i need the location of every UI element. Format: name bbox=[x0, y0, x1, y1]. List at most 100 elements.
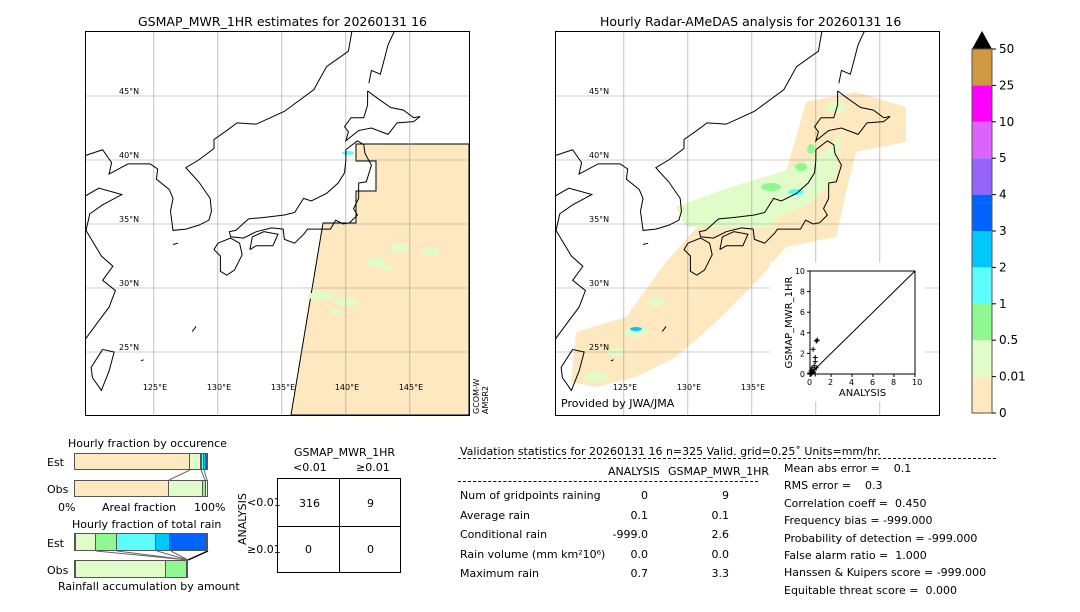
colorbar-tick-label: 0 bbox=[999, 406, 1007, 420]
rain-patch bbox=[390, 244, 410, 252]
y-tick-label: 0 bbox=[800, 370, 805, 379]
stats-col-analysis: ANALYSIS bbox=[608, 465, 660, 478]
bar-segment bbox=[76, 561, 166, 577]
stats-divider bbox=[458, 458, 996, 459]
bar-segment bbox=[202, 454, 204, 469]
y-tick-label: 6 bbox=[800, 308, 805, 317]
lat-label: 25°N bbox=[119, 343, 139, 352]
colorbar-segment bbox=[972, 340, 992, 377]
map-canvas: 45°N 40°N 35°N 30°N 25°N 125°E 130°E 135°E bbox=[556, 32, 939, 415]
colorbar-segment bbox=[972, 267, 992, 304]
contingency-col1: <0.01 bbox=[293, 461, 327, 474]
colorbar-segment bbox=[972, 303, 992, 341]
total-rain-est-label: Est bbox=[47, 537, 64, 550]
coastline bbox=[560, 348, 585, 392]
lat-label: 45°N bbox=[119, 87, 139, 96]
stats-row-est: 0.0 bbox=[711, 547, 730, 561]
colorbar-segment bbox=[972, 231, 992, 268]
bar-segment bbox=[76, 534, 97, 550]
colorbar-extend-arrow bbox=[972, 31, 992, 49]
bar-segment bbox=[96, 534, 117, 550]
stats-row-est: 3.3 bbox=[711, 567, 730, 580]
colorbar-tick-label: 50 bbox=[999, 42, 1014, 56]
stats-row-est: 9 bbox=[722, 489, 729, 502]
bar-segment bbox=[156, 534, 171, 550]
colorbar-segment bbox=[972, 85, 992, 122]
colorbar-tick-label: 2 bbox=[999, 260, 1007, 274]
colorbar-segment bbox=[972, 194, 992, 231]
colorbar-segment bbox=[972, 121, 992, 159]
stats-row-label: Maximum rain bbox=[460, 567, 539, 580]
rain-patch bbox=[648, 298, 664, 306]
cell-false-alarm: 9 bbox=[367, 497, 374, 510]
lat-label: 30°N bbox=[119, 279, 139, 288]
coastline bbox=[610, 359, 614, 362]
stats-row-analysis: 0.7 bbox=[630, 567, 649, 580]
score-line: Correlation coeff = 0.450 bbox=[784, 496, 927, 510]
lat-label: 40°N bbox=[119, 151, 139, 160]
right-map-title: Hourly Radar-AMeDAS analysis for 2026013… bbox=[600, 14, 902, 29]
rain-patch-green bbox=[795, 163, 807, 171]
score-line: Probability of detection = -999.000 bbox=[784, 531, 978, 545]
bar-segment bbox=[75, 534, 77, 550]
lat-label: 45°N bbox=[589, 87, 609, 96]
contingency-table: 316 9 0 0 bbox=[277, 478, 401, 573]
x-tick-label: 0 bbox=[807, 378, 812, 387]
bar-segment bbox=[201, 454, 203, 469]
rain-patch bbox=[624, 327, 648, 337]
lat-label: 35°N bbox=[589, 215, 609, 224]
coastline bbox=[683, 237, 713, 276]
bar-segment bbox=[203, 454, 206, 469]
contingency-title: GSMAP_MWR_1HR bbox=[294, 446, 396, 459]
rain-patch bbox=[826, 101, 846, 113]
coastline bbox=[249, 231, 279, 251]
coastline bbox=[719, 231, 749, 251]
stats-row-label: Rain volume (mm km²10⁶) bbox=[460, 547, 606, 561]
coastline bbox=[149, 32, 353, 231]
data-point bbox=[813, 338, 819, 344]
colorbar-segment bbox=[972, 158, 992, 195]
satellite-label: GCOM-W AMSR2 bbox=[472, 379, 490, 414]
total-rain-obs-label: Obs bbox=[47, 564, 69, 577]
data-point bbox=[809, 370, 815, 376]
bar-segment bbox=[75, 454, 190, 469]
rain-patch-cyan bbox=[342, 151, 354, 155]
contingency-row2: ≥0.01 bbox=[247, 543, 281, 556]
satellite-label-1: GCOM-W bbox=[472, 378, 481, 414]
occurrence-est-label: Est bbox=[47, 456, 64, 469]
lat-label: 35°N bbox=[119, 215, 139, 224]
occurrence-axis-label: Areal fraction bbox=[102, 501, 177, 514]
y-axis-label: GSMAP_MWR_1HR bbox=[784, 277, 795, 369]
score-line: Hanssen & Kuipers score = -999.000 bbox=[784, 566, 987, 580]
data-point bbox=[812, 371, 818, 377]
contingency-row1: <0.01 bbox=[247, 496, 281, 509]
lat-label: 40°N bbox=[589, 151, 609, 160]
x-tick-label: 6 bbox=[870, 378, 875, 387]
stats-row-analysis: 0 bbox=[641, 489, 648, 502]
x-axis-label: ANALYSIS bbox=[839, 388, 886, 399]
colorbar-tick-label: 3 bbox=[999, 224, 1007, 238]
lon-label: 130°E bbox=[677, 383, 701, 392]
coastline bbox=[343, 90, 421, 143]
occurrence-est-bar bbox=[74, 453, 208, 470]
rain-patch bbox=[368, 257, 384, 267]
left-map-title: GSMAP_MWR_1HR estimates for 20260131 16 bbox=[138, 14, 427, 29]
rain-patch bbox=[307, 292, 335, 300]
total-rain-connectors bbox=[95, 551, 209, 561]
colorbar-tick-label: 10 bbox=[999, 115, 1014, 129]
stats-row-label: Num of gridpoints raining bbox=[460, 489, 601, 502]
coastline bbox=[90, 348, 115, 392]
stats-header: Validation statistics for 20260131 16 n=… bbox=[460, 445, 881, 458]
score-line: Frequency bias = -999.000 bbox=[784, 514, 933, 528]
occurrence-axis-left: 0% bbox=[58, 501, 76, 514]
colorbar-tick-label: 4 bbox=[999, 188, 1007, 202]
x-tick-label: 10 bbox=[912, 378, 922, 387]
rain-patch-blue bbox=[630, 327, 642, 331]
occurrence-obs-label: Obs bbox=[47, 483, 69, 496]
bar-segment bbox=[170, 534, 207, 550]
total-rain-footer: Rainfall accumulation by amount bbox=[58, 580, 240, 593]
bar-segment bbox=[75, 481, 169, 496]
colorbar-segment bbox=[972, 376, 992, 413]
stats-row-est: 0.1 bbox=[711, 508, 730, 522]
